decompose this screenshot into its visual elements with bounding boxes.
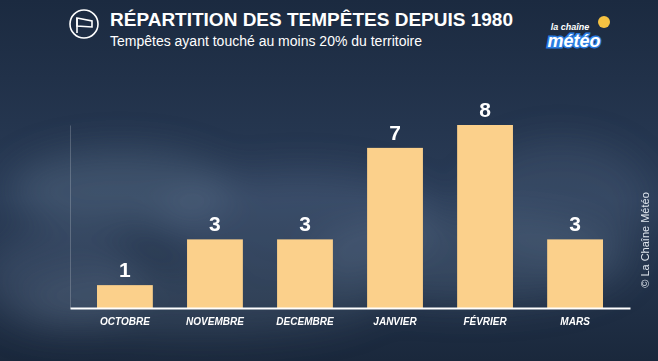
x-tick: DECEMBRE	[276, 316, 334, 327]
y-axis-line	[70, 126, 71, 309]
bar	[457, 125, 513, 308]
data-label: 3	[299, 212, 311, 235]
logo-sun	[598, 16, 610, 28]
storm-backdrop	[0, 140, 650, 335]
bars	[97, 125, 603, 308]
title: RÉPARTITION DES TEMPÊTES DEPUIS 1980	[110, 9, 513, 30]
bar	[97, 285, 153, 308]
bar	[187, 239, 243, 308]
data-label: 7	[389, 121, 401, 144]
x-tick-label: MARS	[560, 316, 590, 327]
bar	[367, 148, 423, 308]
subtitle: Tempêtes ayant touché au moins 20% du te…	[110, 33, 422, 49]
chart: OCTOBRE NOVEMBRE DECEMBRE JANVIER FÉVRIER MAR…	[0, 0, 658, 361]
x-tick-label: JANVIER	[373, 316, 417, 327]
x-tick: OCTOBRE	[100, 316, 150, 327]
bar	[547, 239, 603, 308]
icon-circle	[70, 10, 98, 38]
copyright: © La Chaîne Météo	[639, 192, 651, 288]
wind-icon	[70, 10, 98, 38]
x-tick-label: OCTOBRE	[100, 316, 150, 327]
x-tick: NOVEMBRE	[186, 316, 244, 327]
y-axis	[70, 126, 71, 309]
logo-text: météo	[547, 31, 600, 51]
x-tick: JANVIER	[373, 316, 417, 327]
data-label: 8	[479, 98, 491, 121]
x-tick: FÉVRIER	[463, 315, 507, 327]
bar	[277, 239, 333, 308]
data-labels: 1 3 3 7 8 3	[119, 98, 581, 281]
data-label: 3	[569, 212, 581, 235]
data-label: 3	[209, 212, 221, 235]
x-tick-label: NOVEMBRE	[186, 316, 244, 327]
background	[0, 0, 658, 361]
data-label: 1	[119, 258, 131, 281]
logo: la chaînemétéo	[547, 16, 610, 51]
x-axis-line	[71, 308, 631, 310]
x-tick: MARS	[560, 316, 590, 327]
icon-sock	[77, 18, 92, 27]
x-tick-label: FÉVRIER	[463, 315, 507, 327]
x-tick-label: DECEMBRE	[276, 316, 334, 327]
x-axis: OCTOBRE NOVEMBRE DECEMBRE JANVIER FÉVRIER MAR…	[71, 309, 631, 328]
